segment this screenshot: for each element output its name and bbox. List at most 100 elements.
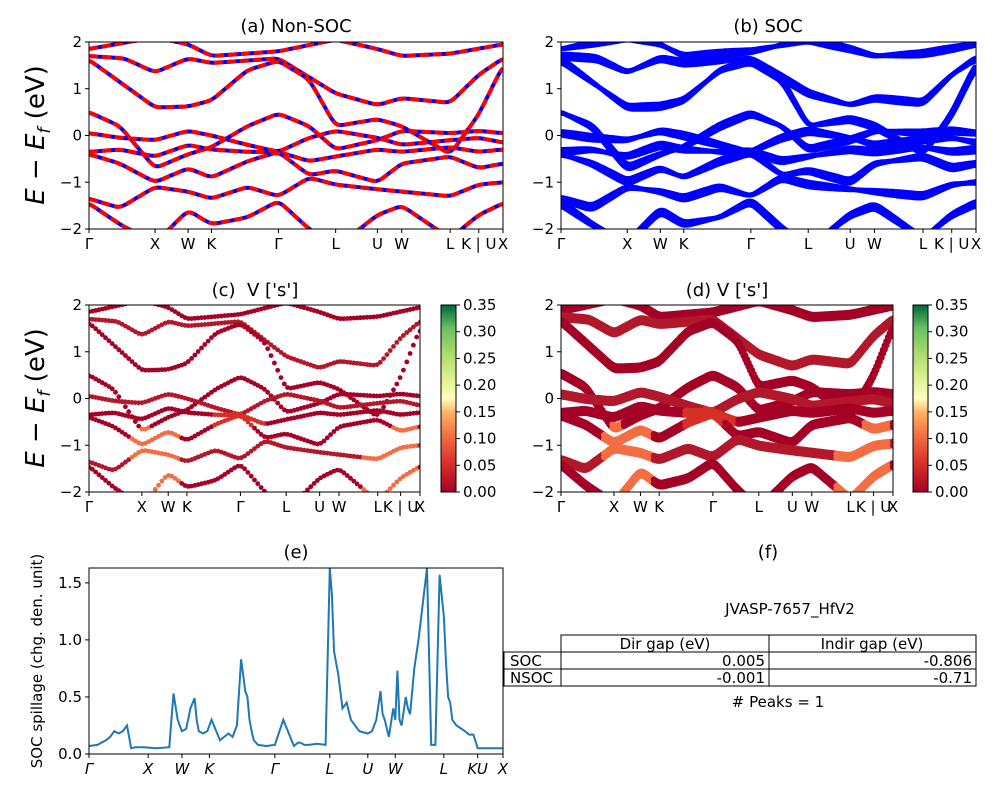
projection-point	[311, 481, 317, 486]
projection-point	[252, 425, 257, 431]
table-header-dir: Dir gap (eV)	[620, 635, 711, 653]
table-cell: 0.005	[722, 652, 765, 670]
projection-point	[619, 296, 625, 302]
x-tick-label: K	[207, 235, 218, 253]
x-tick-label: Γ	[271, 760, 281, 778]
band-line-nsoc	[89, 54, 503, 107]
x-tick-label: L	[755, 498, 764, 516]
colorbar-d-ticks: 0.350.300.250.200.150.100.050.00	[928, 296, 968, 501]
projection-point	[889, 460, 893, 467]
x-tick-label: X	[622, 235, 632, 253]
projection-point	[109, 341, 115, 347]
projection-point	[614, 298, 620, 304]
projection-point	[404, 330, 410, 335]
projection-point	[417, 393, 420, 399]
projection-point	[133, 299, 138, 304]
projection-point	[278, 404, 284, 410]
projection-point	[119, 462, 125, 468]
projection-point	[773, 491, 777, 492]
x-tick-label: W	[653, 235, 668, 253]
projection-point	[255, 334, 261, 340]
projection-point	[195, 349, 201, 354]
projection-point	[361, 487, 367, 492]
x-tick-label: W	[394, 235, 409, 253]
projection-point	[96, 329, 102, 335]
x-tick-label: Γ	[747, 235, 756, 253]
projection-point	[269, 495, 274, 500]
x-tick-label: X	[150, 235, 160, 253]
projection-point	[401, 333, 406, 338]
ylabel-top: E − Ef (eV)	[21, 65, 55, 205]
projection-point	[344, 473, 350, 478]
x-tick-label: X	[888, 498, 898, 516]
y-tick-label: 0	[544, 127, 554, 145]
projection-point	[611, 294, 617, 300]
projection-point	[417, 443, 420, 448]
y-tick-label: 1	[544, 343, 554, 361]
projection-point	[116, 488, 122, 492]
x-tick-label: K | U	[934, 235, 969, 253]
projection-point	[96, 472, 102, 478]
projection-point	[764, 496, 770, 502]
projection-point	[267, 491, 269, 492]
projection-point	[397, 375, 403, 380]
projection-point	[394, 479, 400, 485]
x-tick-label: X	[609, 498, 619, 516]
projection-point	[136, 299, 141, 304]
projection-point	[202, 342, 208, 347]
projection-point	[172, 476, 178, 481]
band-line-soc	[561, 54, 976, 107]
projection-point	[222, 412, 228, 418]
y-tick-label: 2	[72, 296, 82, 314]
projection-point	[354, 399, 360, 405]
x-tick-label: L	[374, 498, 383, 516]
x-tick-label: X	[498, 235, 508, 253]
band-line-soc	[561, 174, 976, 207]
x-tick-label: Γ	[274, 235, 283, 253]
projection-point	[232, 319, 238, 325]
y-tick-label: 2	[544, 33, 554, 51]
projection-point	[308, 484, 314, 490]
material-id: JVASP-7657_HfV2	[724, 600, 855, 619]
projection-point	[242, 466, 248, 472]
colorbar-tick-label: 0.00	[935, 483, 968, 501]
projection-point	[93, 326, 98, 332]
projection-point	[159, 478, 165, 484]
projection-point	[255, 443, 261, 449]
projection-point	[265, 346, 271, 352]
projection-point	[93, 469, 98, 475]
projection-point	[205, 338, 211, 344]
colorbar-tick-label: 0.25	[935, 349, 968, 367]
y-tick-label: 1	[72, 343, 82, 361]
projection-point	[278, 350, 284, 355]
projection-point	[744, 497, 750, 503]
projection-point	[262, 340, 267, 346]
projection-point	[739, 493, 745, 499]
projection-point	[255, 481, 261, 487]
projection-point	[132, 400, 138, 405]
projection-point	[621, 296, 627, 302]
colorbar-tick-label: 0.05	[463, 456, 496, 474]
x-tick-label: L	[282, 498, 291, 516]
projection-point	[601, 296, 607, 302]
x-tick-label: X	[497, 760, 509, 778]
x-tick-label: U	[372, 235, 383, 253]
projection-point	[411, 324, 416, 330]
projection-point	[358, 484, 363, 490]
x-tick-label: W	[388, 760, 404, 778]
y-tick-label: 0.5	[58, 688, 82, 706]
y-tick-label: 0	[72, 127, 82, 145]
x-tick-label: K	[204, 760, 215, 778]
table-header-indir: Indir gap (eV)	[821, 635, 924, 653]
projection-point	[604, 305, 608, 306]
projection-point	[740, 494, 746, 500]
projection-point	[328, 432, 333, 437]
projection-point	[225, 412, 231, 418]
projection-point	[126, 356, 132, 361]
y-tick-label: 1	[72, 80, 82, 98]
projection-point	[411, 342, 416, 348]
projection-point	[192, 352, 198, 358]
projection-point	[394, 381, 400, 387]
projection-point	[298, 494, 303, 499]
